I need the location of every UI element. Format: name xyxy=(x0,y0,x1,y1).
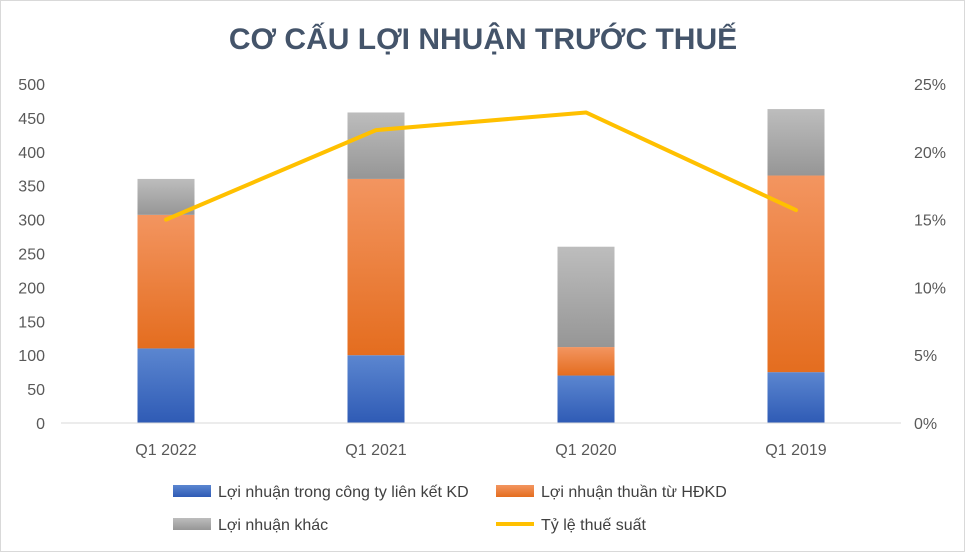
y2-tick-label: 0% xyxy=(914,416,937,433)
y2-tick-label: 15% xyxy=(914,213,946,230)
bar-segment xyxy=(137,214,195,349)
y2-tick-label: 25% xyxy=(914,77,946,94)
y-tick-label: 450 xyxy=(18,111,45,128)
bar-segment xyxy=(557,347,615,376)
bar-segment xyxy=(347,355,405,423)
y2-tick-label: 20% xyxy=(914,145,946,162)
y2-tick-label: 10% xyxy=(914,280,946,297)
y-tick-label: 350 xyxy=(18,179,45,196)
x-tick-label: Q1 2020 xyxy=(555,442,616,459)
legend-label: Lợi nhuận thuần từ HĐKD xyxy=(541,484,727,501)
x-tick-label: Q1 2022 xyxy=(135,442,196,459)
y-tick-label: 200 xyxy=(18,280,45,297)
legend-swatch xyxy=(173,485,211,497)
y-tick-label: 50 xyxy=(27,382,45,399)
legend-label: Lợi nhuận khác xyxy=(218,517,328,534)
bar-segment xyxy=(767,175,825,373)
x-tick-label: Q1 2019 xyxy=(765,442,826,459)
legend-label: Tỷ lệ thuế suất xyxy=(541,517,647,534)
bar-segment xyxy=(557,375,615,423)
tax-rate-point xyxy=(794,208,798,212)
tax-rate-point xyxy=(164,218,168,222)
y-tick-label: 100 xyxy=(18,348,45,365)
legend-label: Lợi nhuận trong công ty liên kết KD xyxy=(218,484,469,501)
y-tick-label: 0 xyxy=(36,416,45,433)
y-tick-label: 300 xyxy=(18,213,45,230)
legend-swatch xyxy=(173,518,211,530)
y-tick-label: 250 xyxy=(18,247,45,264)
bar-segment xyxy=(347,112,405,179)
bar-segment xyxy=(137,348,195,423)
tax-rate-point xyxy=(584,110,588,114)
tax-rate-point xyxy=(374,128,378,132)
y-tick-label: 400 xyxy=(18,145,45,162)
y-tick-label: 150 xyxy=(18,314,45,331)
bar-segment xyxy=(767,109,825,176)
bar-segment xyxy=(137,178,195,215)
x-tick-label: Q1 2021 xyxy=(345,442,406,459)
chart-title: CƠ CẤU LỢI NHUẬN TRƯỚC THUẾ xyxy=(229,22,737,56)
y-tick-label: 500 xyxy=(18,77,45,94)
bar-segment xyxy=(347,178,405,356)
bar-segment xyxy=(767,372,825,423)
chart-legend: Lợi nhuận trong công ty liên kết KD Lợi n… xyxy=(173,484,727,534)
plot-area: 0 50 100 150 200 250 300 350 400 450 500 0% 5% 10% 15%… xyxy=(18,77,946,459)
tax-rate-line xyxy=(164,110,798,222)
legend-swatch xyxy=(496,485,534,497)
y2-tick-label: 5% xyxy=(914,348,937,365)
bar-segment xyxy=(557,246,615,348)
